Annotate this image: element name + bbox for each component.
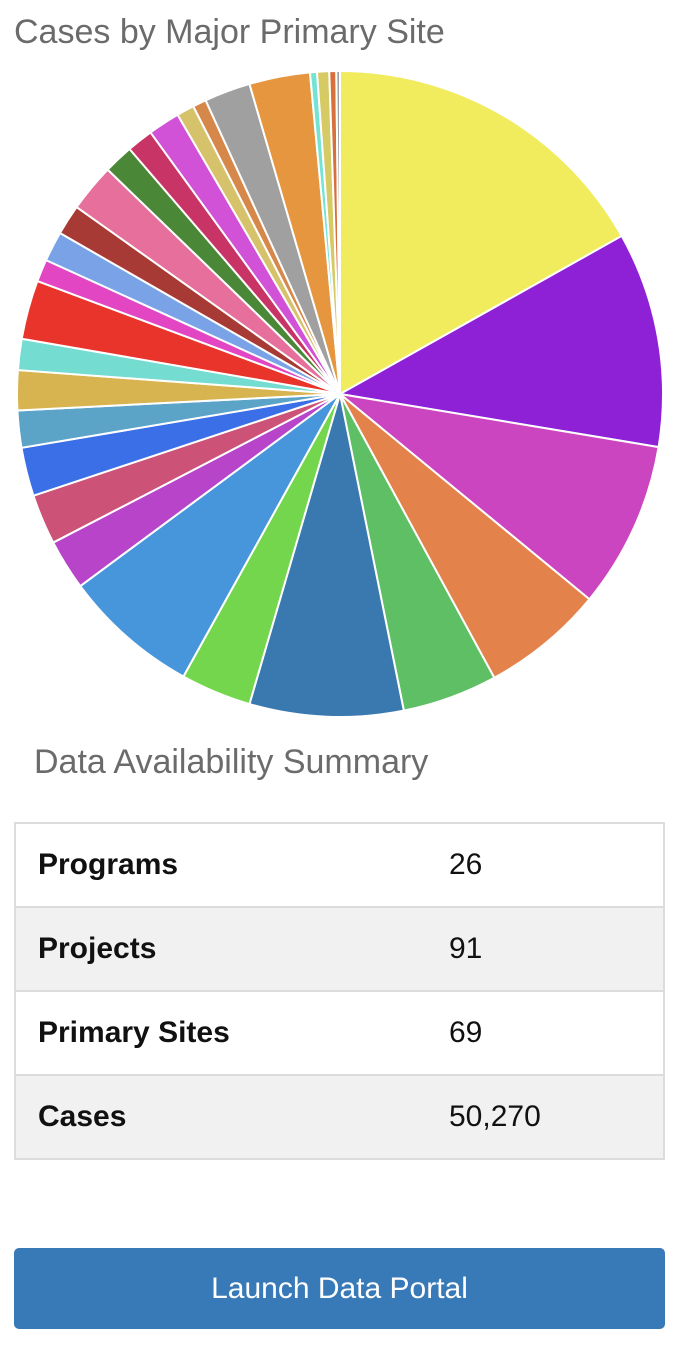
pie-slice-30[interactable] [335,69,341,395]
pie-slice-4[interactable] [339,393,591,679]
pie-slice-8[interactable] [79,393,341,678]
pie-slice-6[interactable] [248,393,405,718]
row-value: 50,270 [449,1074,664,1159]
launch-data-portal-button[interactable]: Launch Data Portal [14,1248,665,1329]
table-row-cases: Cases 50,270 [15,1074,664,1159]
row-value: 26 [449,848,483,881]
summary-title: Data Availability Summary [34,743,429,781]
table-row-programs: Programs 26 [15,823,664,907]
data-availability-table: Programs 26 Projects 91 Primary Sites 69… [14,822,665,1160]
primary-site-pie-chart [16,69,664,718]
pie-slice-1[interactable] [339,70,623,395]
table-row-primary-sites: Primary Sites 69 [15,990,664,1075]
row-value: 69 [449,990,664,1075]
chart-title: Cases by Major Primary Site [14,13,445,51]
row-label: Primary Sites [15,990,449,1075]
row-label: Programs [38,848,179,881]
pie-slice-2[interactable] [339,234,664,449]
row-value: 91 [449,906,664,991]
row-label: Projects [15,906,449,991]
row-label: Cases [15,1074,449,1159]
table-row-projects: Projects 91 [15,906,664,991]
pie-slice-3[interactable] [339,393,660,601]
